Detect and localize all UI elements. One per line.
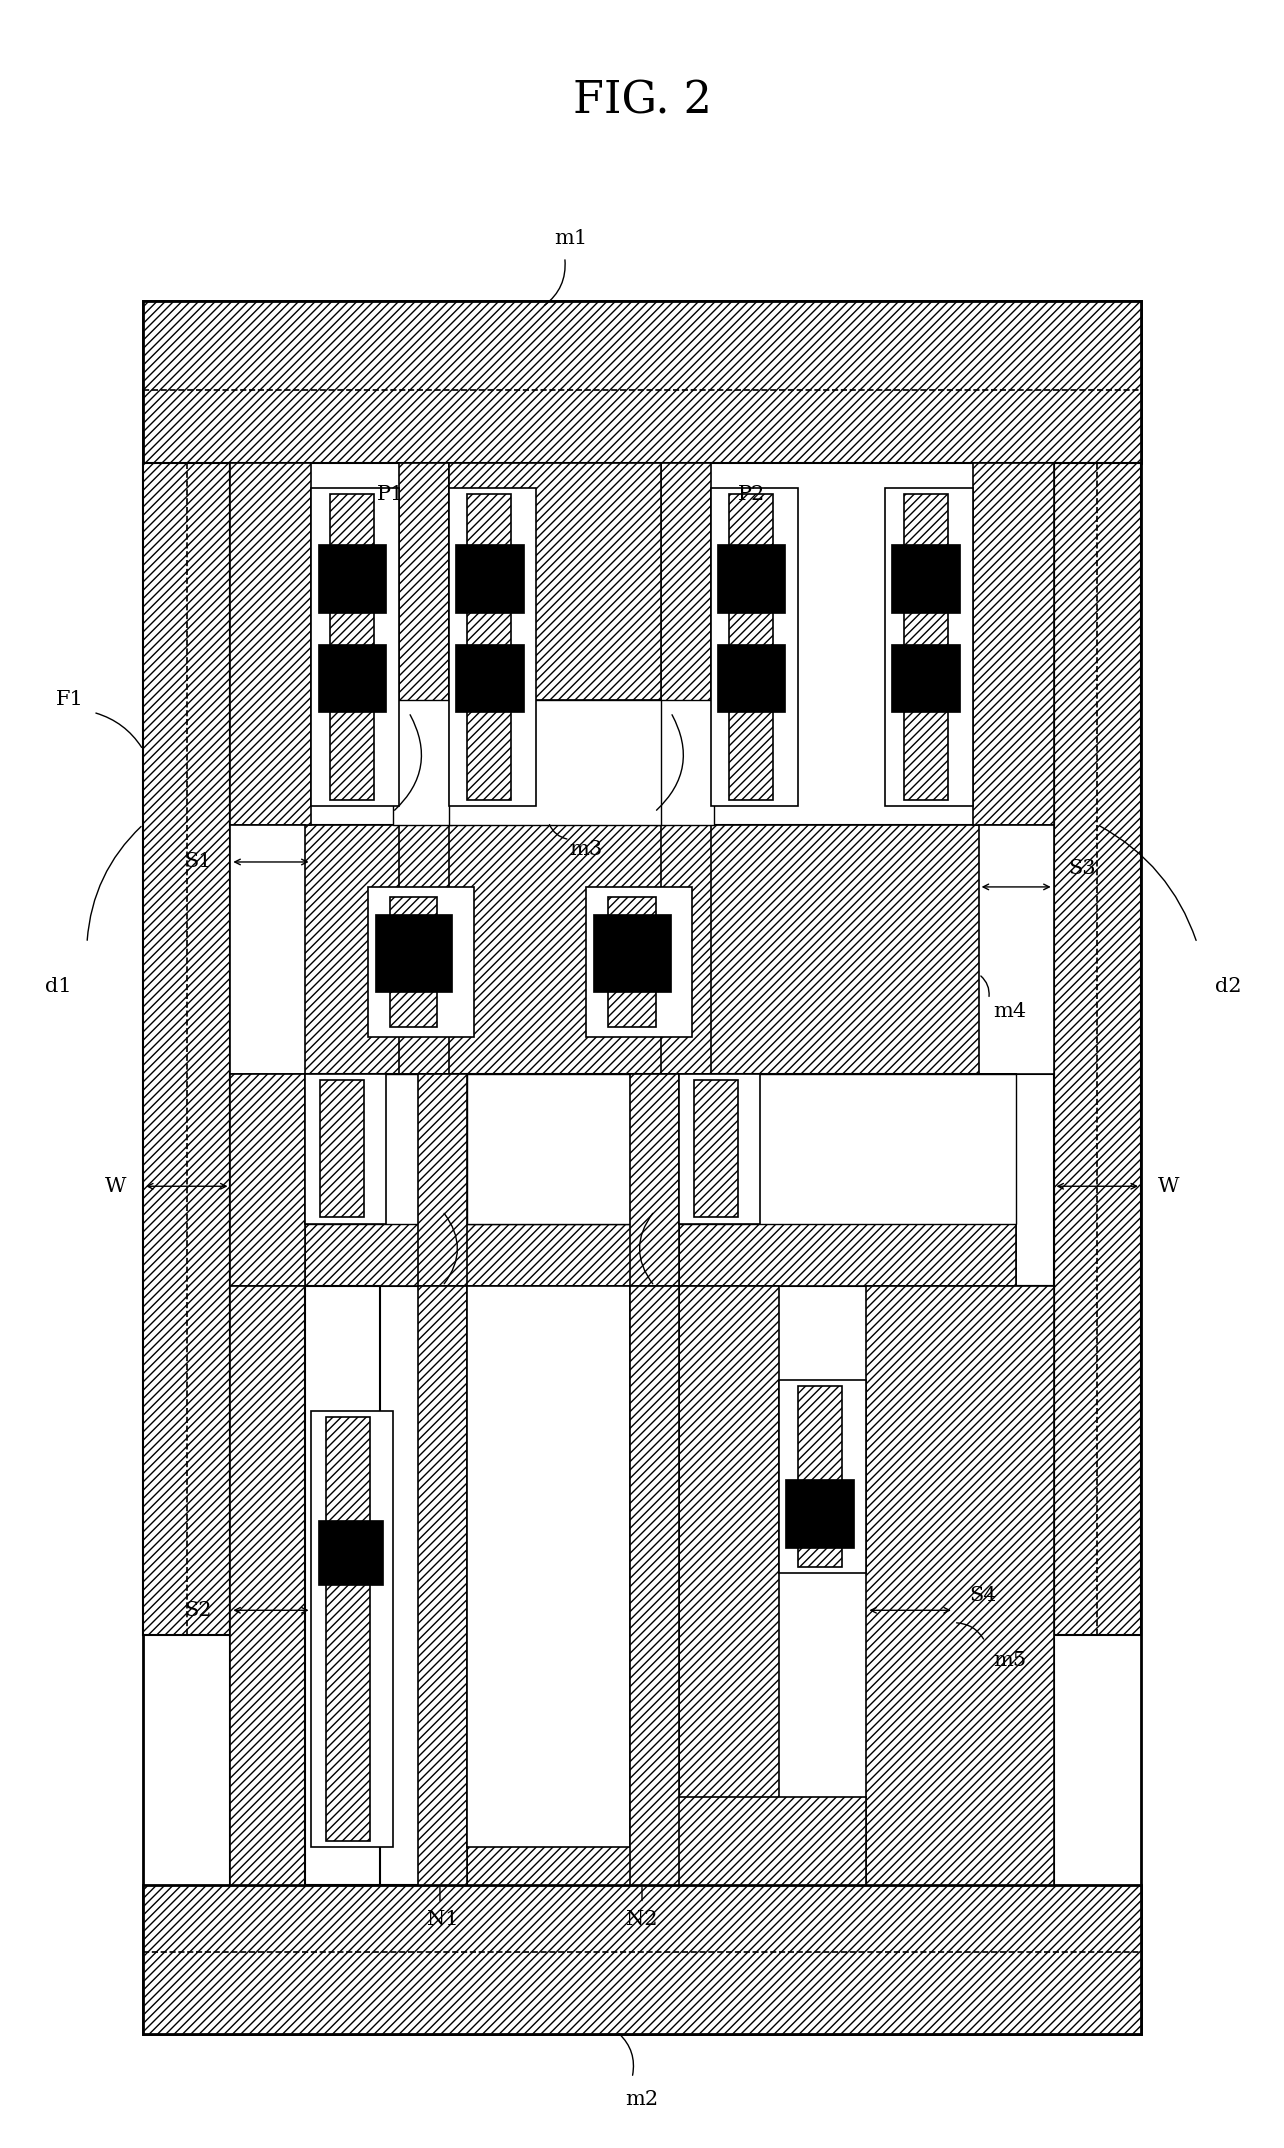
Text: m1: m1 [555, 230, 588, 247]
Bar [317, 543, 386, 612]
Bar [230, 825, 1054, 1074]
Bar [786, 1480, 854, 1549]
Bar [143, 301, 1141, 462]
Text: d2: d2 [1215, 977, 1242, 997]
Text: d1: d1 [45, 977, 72, 997]
Bar [467, 1287, 629, 1847]
Bar [306, 1074, 386, 1224]
Bar [679, 1287, 779, 1884]
Bar [779, 1379, 867, 1572]
Bar [891, 543, 960, 612]
Bar [326, 1418, 370, 1841]
Bar [1054, 462, 1141, 1635]
Bar [390, 898, 438, 1027]
Bar [972, 462, 1054, 825]
Text: m2: m2 [625, 2090, 659, 2109]
Text: W: W [1158, 1177, 1179, 1196]
Bar [629, 1287, 679, 1884]
Bar [455, 644, 524, 713]
Bar [230, 1287, 1054, 1884]
Bar [143, 301, 1141, 2034]
Text: m5: m5 [994, 1650, 1027, 1669]
Bar [230, 1287, 306, 1884]
Bar [306, 1074, 1016, 1287]
Bar [393, 700, 452, 825]
Text: N1: N1 [426, 1910, 458, 1929]
Bar [306, 1287, 380, 1884]
Bar [230, 825, 306, 1074]
Bar [904, 494, 948, 799]
Bar [679, 1074, 760, 1224]
Bar [455, 543, 524, 612]
Bar [448, 462, 661, 700]
Bar [891, 644, 960, 713]
Bar [143, 462, 230, 1635]
Text: P2: P2 [738, 485, 765, 503]
Text: FIG. 2: FIG. 2 [573, 79, 711, 122]
Bar [729, 494, 773, 799]
Text: m4: m4 [994, 1003, 1027, 1020]
Bar [710, 488, 797, 806]
Text: N2: N2 [627, 1910, 657, 1929]
Text: S2: S2 [184, 1600, 212, 1620]
Text: S1: S1 [184, 853, 212, 872]
Bar [230, 1074, 306, 1287]
Bar [312, 1411, 393, 1847]
Bar [417, 1287, 467, 1884]
Bar [143, 1884, 1141, 2034]
Bar [586, 887, 692, 1037]
Bar [797, 1385, 841, 1566]
Bar [629, 1074, 679, 1287]
Bar [306, 1287, 380, 1884]
Bar [593, 915, 670, 992]
Bar [399, 825, 448, 1074]
Text: m3: m3 [569, 840, 602, 859]
Bar [375, 915, 452, 992]
Text: S3: S3 [1068, 859, 1097, 879]
Bar [679, 1074, 1016, 1287]
Bar [655, 700, 714, 825]
Bar [230, 462, 312, 825]
Bar [695, 1080, 738, 1218]
Bar [448, 488, 535, 806]
Text: S4: S4 [968, 1585, 996, 1605]
Bar [317, 644, 386, 713]
Bar [399, 462, 448, 825]
Bar [317, 1521, 383, 1585]
Bar [467, 1074, 629, 1224]
Bar [230, 1074, 1054, 1287]
Bar [661, 825, 710, 1074]
Bar [867, 1287, 1054, 1884]
Bar [306, 1074, 1016, 1224]
Bar [885, 488, 972, 806]
Bar [978, 825, 1054, 1074]
Bar [467, 494, 511, 799]
Bar [661, 462, 710, 825]
Bar [367, 887, 474, 1037]
Bar [609, 898, 656, 1027]
Bar [448, 700, 661, 825]
Text: F1: F1 [55, 690, 83, 709]
Bar [417, 1074, 467, 1287]
Bar [312, 488, 399, 806]
Bar [716, 644, 786, 713]
Bar [320, 1080, 363, 1218]
Bar [716, 543, 786, 612]
Bar [230, 462, 1054, 825]
Bar [467, 1798, 867, 1884]
Text: P1: P1 [376, 485, 403, 503]
Text: W: W [105, 1177, 126, 1196]
Bar [330, 494, 374, 799]
